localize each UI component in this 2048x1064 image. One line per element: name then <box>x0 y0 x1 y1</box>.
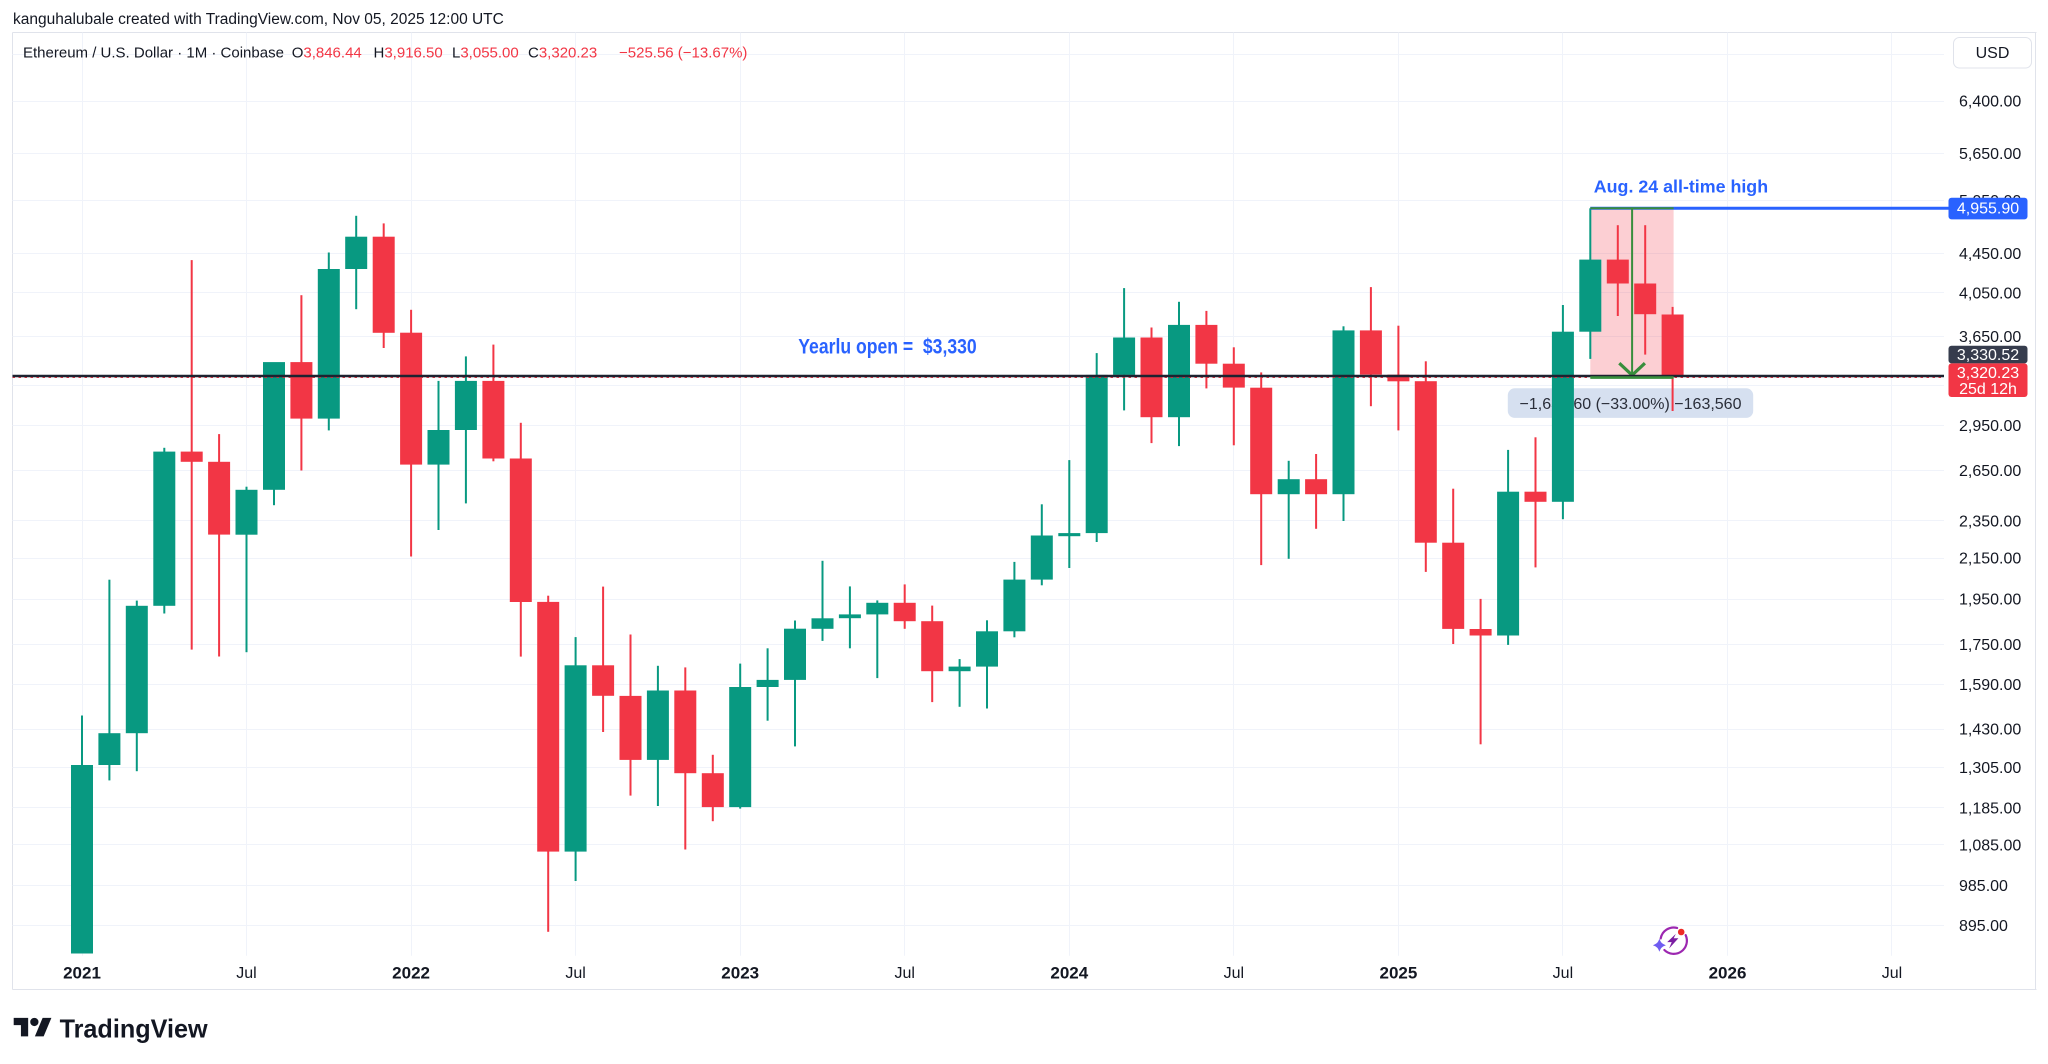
svg-text:4,050.00: 4,050.00 <box>1959 285 2021 302</box>
svg-text:3,330.52: 3,330.52 <box>1957 347 2019 364</box>
svg-text:1,305.00: 1,305.00 <box>1959 760 2021 777</box>
svg-text:5,650.00: 5,650.00 <box>1959 146 2021 163</box>
svg-text:25d 12h: 25d 12h <box>1959 381 2017 398</box>
svg-text:2022: 2022 <box>392 964 430 983</box>
svg-text:Yearlu open = $3,330: Yearlu open = $3,330 <box>798 336 976 359</box>
svg-text:895.00: 895.00 <box>1959 918 2008 935</box>
svg-text:TradingView: TradingView <box>60 1014 209 1044</box>
svg-text:Aug. 24 all-time high: Aug. 24 all-time high <box>1594 176 1768 196</box>
svg-text:Jul: Jul <box>1224 965 1244 982</box>
svg-text:Jul: Jul <box>1882 965 1902 982</box>
svg-text:1,185.00: 1,185.00 <box>1959 800 2021 817</box>
svg-text:2026: 2026 <box>1709 964 1747 983</box>
svg-text:6,400.00: 6,400.00 <box>1959 94 2021 111</box>
svg-text:−525.56 (−13.67%): −525.56 (−13.67%) <box>619 45 747 62</box>
svg-text:Jul: Jul <box>565 965 585 982</box>
svg-text:−1,635.60 (−33.00%) −163,560: −1,635.60 (−33.00%) −163,560 <box>1520 396 1742 413</box>
svg-text:2023: 2023 <box>721 964 759 983</box>
svg-text:Jul: Jul <box>1553 965 1573 982</box>
svg-text:Jul: Jul <box>894 965 914 982</box>
svg-text:C3,320.23: C3,320.23 <box>528 45 597 62</box>
svg-text:2025: 2025 <box>1379 964 1417 983</box>
svg-text:1,430.00: 1,430.00 <box>1959 722 2021 739</box>
svg-text:1,590.00: 1,590.00 <box>1959 677 2021 694</box>
svg-text:O3,846.44: O3,846.44 <box>292 45 362 62</box>
svg-text:3,320.23: 3,320.23 <box>1957 365 2019 382</box>
svg-text:2,650.00: 2,650.00 <box>1959 463 2021 480</box>
svg-text:2,950.00: 2,950.00 <box>1959 418 2021 435</box>
svg-text:2021: 2021 <box>63 964 101 983</box>
svg-text:USD: USD <box>1976 45 2010 62</box>
svg-text:H3,916.50: H3,916.50 <box>374 45 443 62</box>
svg-text:2,350.00: 2,350.00 <box>1959 514 2021 531</box>
svg-text:kanguhalubale created with Tra: kanguhalubale created with TradingView.c… <box>13 11 504 28</box>
svg-text:4,450.00: 4,450.00 <box>1959 246 2021 263</box>
svg-text:Ethereum / U.S. Dollar · 1M ·: Ethereum / U.S. Dollar · 1M · Coinbase <box>23 45 284 62</box>
svg-text:Jul: Jul <box>236 965 256 982</box>
svg-text:2024: 2024 <box>1050 964 1088 983</box>
svg-text:2,150.00: 2,150.00 <box>1959 551 2021 568</box>
svg-text:1,950.00: 1,950.00 <box>1959 592 2021 609</box>
svg-text:L3,055.00: L3,055.00 <box>452 45 519 62</box>
svg-text:3,650.00: 3,650.00 <box>1959 329 2021 346</box>
svg-text:1,085.00: 1,085.00 <box>1959 837 2021 854</box>
svg-text:4,955.90: 4,955.90 <box>1957 201 2019 218</box>
svg-text:985.00: 985.00 <box>1959 878 2008 895</box>
svg-text:1,750.00: 1,750.00 <box>1959 637 2021 654</box>
